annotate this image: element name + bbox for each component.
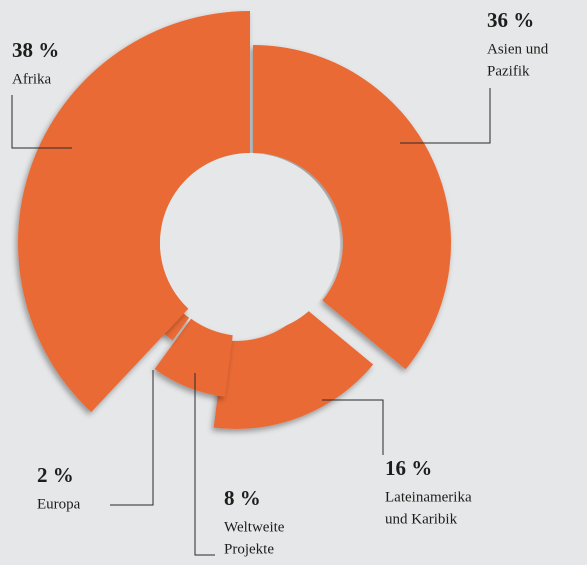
category-label: Projekte <box>224 541 274 557</box>
leader-line <box>400 88 491 144</box>
slice <box>18 11 251 413</box>
slice <box>213 308 374 429</box>
category-label: Weltweite <box>224 519 285 535</box>
value-label: 38 % <box>12 38 59 62</box>
category-label: und Karibik <box>385 511 458 527</box>
leader-line <box>11 95 72 149</box>
category-label: Lateinamerika <box>385 489 472 505</box>
slice <box>253 45 451 370</box>
slices <box>18 11 451 429</box>
value-label: 8 % <box>224 486 261 510</box>
slice <box>161 310 190 341</box>
labels: 36 % Asien und Pazifik 16 % Lateinamerika und… <box>11 8 549 557</box>
value-label: 36 % <box>487 8 534 32</box>
hole <box>160 153 340 333</box>
category-label: Europa <box>37 496 81 512</box>
leader-line <box>110 370 154 506</box>
leader-line <box>194 373 215 556</box>
category-label: Asien und <box>487 41 549 57</box>
category-label: Pazifik <box>487 63 530 79</box>
leader-line <box>322 399 384 455</box>
value-label: 16 % <box>385 456 432 480</box>
category-label: Afrika <box>12 71 51 87</box>
value-label: 2 % <box>37 463 74 487</box>
slice <box>154 318 233 397</box>
